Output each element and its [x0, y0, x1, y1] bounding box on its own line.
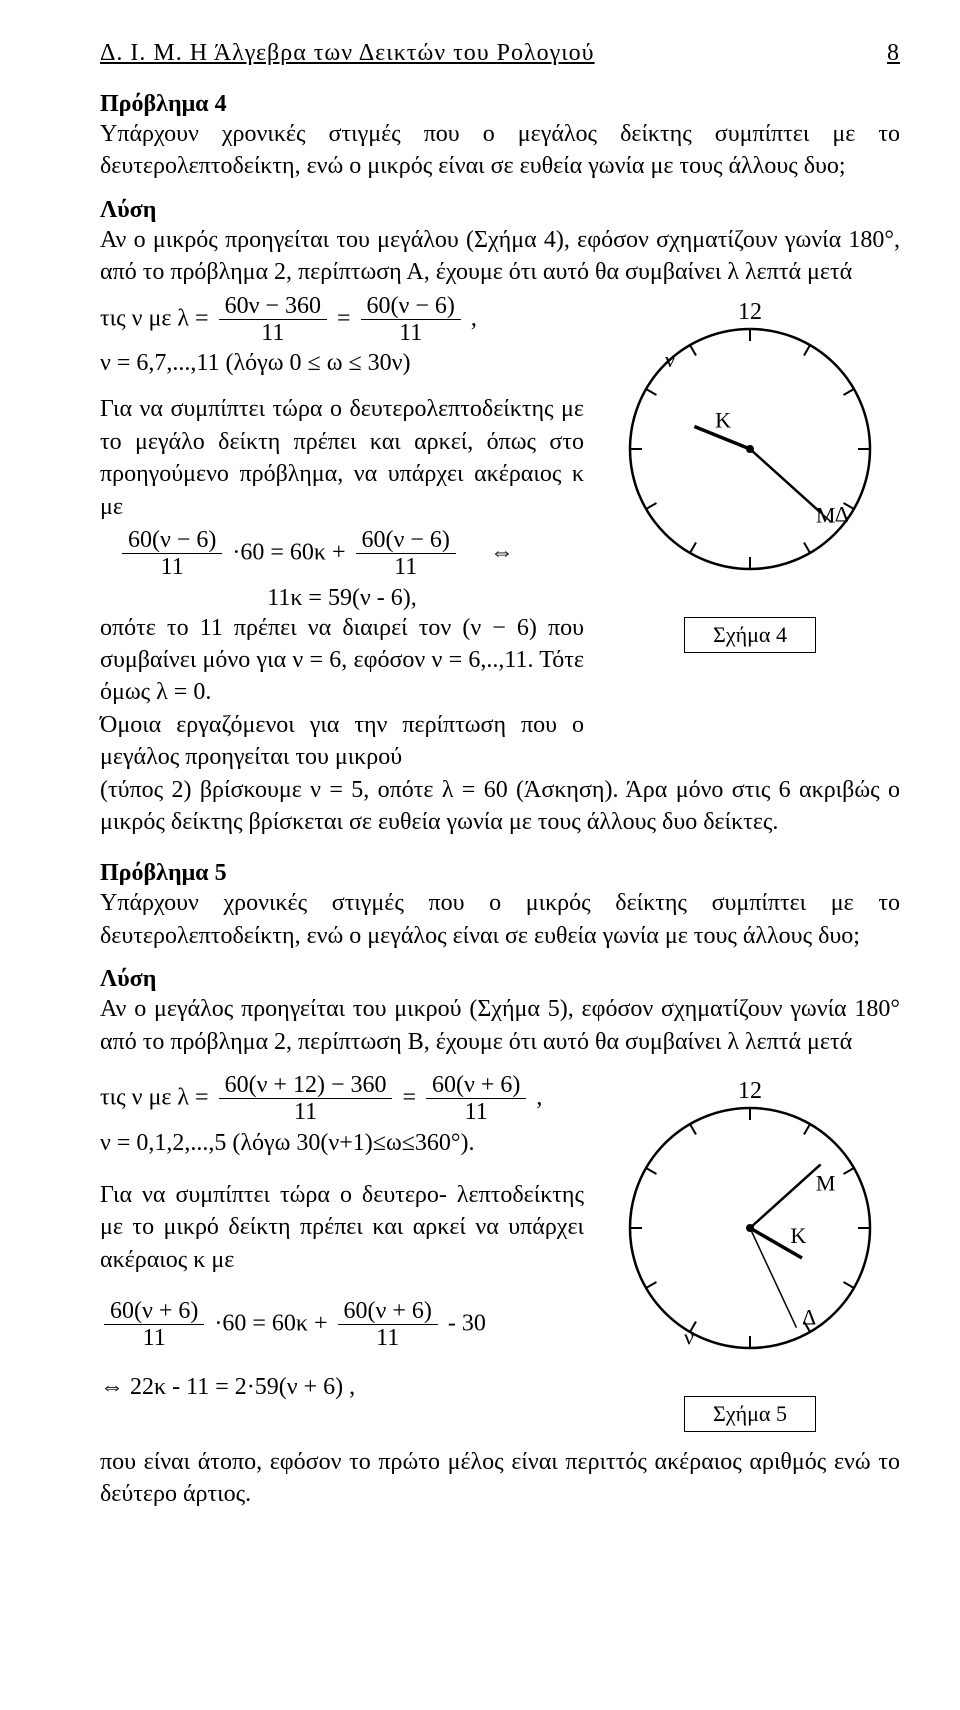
page-number: 8	[887, 40, 900, 67]
page: Δ. Ι. Μ. Η Άλγεβρα των Δεικτών του Ρολογ…	[0, 0, 960, 1710]
problem5-col-text: τις ν με λ = 60(ν + 12) − 360 11 = 60(ν …	[100, 1068, 584, 1405]
fraction: 60(ν + 6) 11	[104, 1298, 204, 1352]
svg-text:M: M	[816, 502, 836, 527]
problem4-statement: Υπάρχουν χρονικές στιγμές που ο μεγάλος …	[100, 118, 900, 183]
page-header: Δ. Ι. Μ. Η Άλγεβρα των Δεικτών του Ρολογ…	[100, 40, 900, 67]
problem5-figure-col: 12 K M Δν Σχήμα 5	[600, 1068, 900, 1432]
svg-text:ν: ν	[665, 347, 675, 372]
problem5-title: Πρόβλημα 5	[100, 860, 900, 887]
clock-figure-5: 12 K M Δν	[600, 1068, 900, 1388]
fraction: 60ν − 360 11	[219, 293, 327, 347]
problem4-solution-label: Λύση	[100, 197, 900, 224]
problem4-para4-part1: Όμοια εργαζόμενοι για την περίπτωση που …	[100, 709, 584, 774]
svg-text:ν: ν	[684, 1325, 694, 1350]
svg-text:K: K	[790, 1223, 806, 1248]
problem5-nu-range: ν = 0,1,2,...,5 (λόγω 30(ν+1)≤ω≤360°).	[100, 1130, 584, 1157]
figure4-caption: Σχήμα 4	[684, 617, 816, 653]
problem4-col-text: τις ν με λ = 60ν − 360 11 = 60(ν − 6) 11…	[100, 289, 584, 774]
problem5-lambda-eq: τις ν με λ = 60(ν + 12) − 360 11 = 60(ν …	[100, 1072, 584, 1126]
fraction: 60(ν − 6) 11	[122, 527, 222, 581]
problem5-solution-label: Λύση	[100, 966, 900, 993]
lambda-prefix: τις ν με λ =	[100, 1084, 209, 1110]
lambda-prefix: τις ν με λ =	[100, 305, 209, 331]
svg-text:K: K	[715, 407, 731, 432]
svg-text:12: 12	[738, 299, 762, 325]
problem5-para1: Αν ο μεγάλος προηγείται του μικρού (Σχήμ…	[100, 993, 900, 1058]
header-left: Δ. Ι. Μ. Η Άλγεβρα των Δεικτών του Ρολογ…	[100, 40, 595, 67]
problem4-eq2-line2: 11κ = 59(ν - 6),	[100, 585, 584, 612]
fraction: 60(ν − 6) 11	[356, 527, 456, 581]
svg-text:Δ: Δ	[835, 501, 849, 526]
fraction: 60(ν + 12) − 360 11	[219, 1072, 393, 1126]
fraction: 60(ν − 6) 11	[361, 293, 461, 347]
problem5-statement: Υπάρχουν χρονικές στιγμές που ο μικρός δ…	[100, 887, 900, 952]
svg-text:12: 12	[738, 1078, 762, 1104]
problem4-para2: Για να συμπίπτει τώρα ο δευτερολεπτοδείκ…	[100, 393, 584, 523]
fraction: 60(ν + 6) 11	[338, 1298, 438, 1352]
problem4-para4-part2: (τύπος 2) βρίσκουμε ν = 5, οπότε λ = 60 …	[100, 774, 900, 839]
problem4-eq2: 60(ν − 6) 11 ·60 = 60κ + 60(ν − 6) 11 ⇔	[100, 527, 584, 581]
figure5-caption: Σχήμα 5	[684, 1396, 816, 1432]
problem4-lambda-eq: τις ν με λ = 60ν − 360 11 = 60(ν − 6) 11…	[100, 293, 584, 347]
problem4-para1: Αν ο μικρός προηγείται του μεγάλου (Σχήμ…	[100, 224, 900, 289]
problem4-row: τις ν με λ = 60ν − 360 11 = 60(ν − 6) 11…	[100, 289, 900, 774]
problem5-eq2: 60(ν + 6) 11 ·60 = 60κ + 60(ν + 6) 11 - …	[100, 1298, 584, 1352]
problem4-figure-col: 12 K MΔν Σχήμα 4	[600, 289, 900, 653]
clock-figure-4: 12 K MΔν	[600, 289, 900, 609]
problem5-eq3: ⇔ 22κ - 11 = 2·59(ν + 6) ,	[100, 1374, 584, 1401]
problem5-row: τις ν με λ = 60(ν + 12) − 360 11 = 60(ν …	[100, 1068, 900, 1432]
svg-text:M: M	[816, 1170, 836, 1195]
svg-text:Δ: Δ	[802, 1304, 816, 1329]
problem4-nu-range: ν = 6,7,...,11 (λόγω 0 ≤ ω ≤ 30ν)	[100, 350, 584, 377]
problem4-para3: οπότε το 11 πρέπει να διαιρεί τον (ν − 6…	[100, 612, 584, 709]
problem4-title: Πρόβλημα 4	[100, 91, 900, 118]
fraction: 60(ν + 6) 11	[426, 1072, 526, 1126]
problem5-para3: που είναι άτοπο, εφόσον το πρώτο μέλος ε…	[100, 1446, 900, 1511]
problem5-para2: Για να συμπίπτει τώρα ο δευτερο- λεπτοδε…	[100, 1179, 584, 1276]
